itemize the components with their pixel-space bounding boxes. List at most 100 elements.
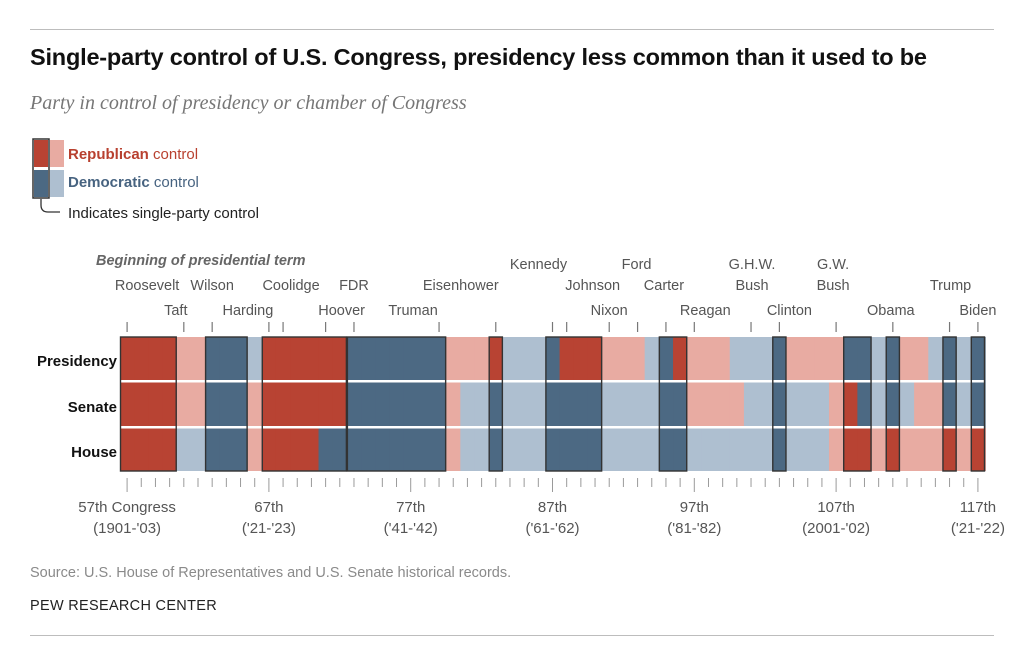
legend-single-party: Indicates single-party control: [68, 205, 259, 222]
cell-house-114: [928, 428, 944, 471]
legend-republican: Republican control: [68, 146, 198, 163]
cell-house-95: [658, 428, 674, 471]
cell-house-97: [687, 428, 702, 471]
cell-senate-99: [715, 382, 731, 428]
single-party-outline-103: [772, 336, 787, 472]
x-tick-sublabel-87: ('61-'62): [525, 520, 579, 537]
cell-senate-93: [630, 382, 646, 428]
cell-presidency-71: [318, 337, 334, 382]
single-party-outline-87: [545, 336, 603, 472]
cell-senate-94: [644, 382, 660, 428]
cell-house-93: [630, 428, 646, 471]
cell-presidency-107: [829, 337, 844, 382]
cell-house-76: [389, 428, 405, 471]
cell-senate-102: [758, 382, 773, 428]
cell-senate-115: [942, 382, 958, 428]
president-label-line: Bush: [735, 278, 768, 294]
legend-swatch-dem-light: [50, 170, 64, 197]
president-label-eisenhower: Eisenhower: [423, 278, 499, 294]
presidential-term-heading: Beginning of presidential term: [96, 253, 306, 269]
row-divider: [120, 426, 985, 429]
cell-house-80: [446, 428, 461, 471]
cell-house-61: [176, 428, 192, 471]
president-label-taft: Taft: [164, 303, 187, 319]
cell-senate-79: [431, 382, 447, 428]
cell-senate-116: [956, 382, 972, 428]
cell-senate-96: [673, 382, 688, 428]
cell-presidency-102: [758, 337, 773, 382]
cell-presidency-116: [956, 337, 972, 382]
chart-title: Single-party control of U.S. Congress, p…: [30, 44, 927, 70]
x-tick-label-67: 67th: [254, 499, 283, 516]
cell-senate-87: [545, 382, 561, 428]
president-label-kennedy: Kennedy: [510, 257, 568, 273]
cell-senate-63: [205, 382, 220, 428]
cell-senate-74: [361, 382, 376, 428]
cell-senate-77: [403, 382, 419, 428]
cell-house-74: [361, 428, 376, 471]
cell-house-116: [956, 428, 972, 471]
cell-presidency-95: [658, 337, 674, 382]
cell-house-110: [871, 428, 887, 471]
x-tick-label-107: 107th: [817, 499, 855, 516]
cell-senate-76: [389, 382, 405, 428]
cell-senate-68: [275, 382, 291, 428]
cell-house-102: [758, 428, 773, 471]
legend-outline-sample: [32, 138, 50, 199]
president-label-obama: Obama: [867, 303, 915, 319]
brand-name: PEW RESEARCH CENTER: [30, 598, 217, 614]
legend-republican-bold: Republican: [68, 146, 149, 163]
cell-senate-85: [517, 382, 532, 428]
cell-house-83: [488, 428, 504, 471]
cell-presidency-90: [587, 337, 603, 382]
cell-senate-72: [332, 382, 348, 428]
cell-senate-69: [290, 382, 305, 428]
cell-senate-81: [460, 382, 476, 428]
cell-presidency-77: [403, 337, 419, 382]
cell-presidency-101: [743, 337, 759, 382]
cell-presidency-94: [644, 337, 660, 382]
cell-house-107: [829, 428, 844, 471]
x-tick-label-57: 57th Congress: [78, 499, 176, 516]
cell-presidency-113: [914, 337, 929, 382]
x-tick-sublabel-67: ('21-'23): [242, 520, 296, 537]
cell-presidency-64: [219, 337, 235, 382]
legend-democratic-bold: Democratic: [68, 174, 150, 191]
cell-presidency-68: [275, 337, 291, 382]
cell-senate-82: [474, 382, 490, 428]
cell-house-113: [914, 428, 929, 471]
cell-senate-65: [233, 382, 249, 428]
single-party-outline-108: [842, 336, 872, 472]
cell-house-101: [743, 428, 759, 471]
cell-presidency-70: [304, 337, 320, 382]
single-party-outline-117: [970, 336, 986, 472]
cell-presidency-85: [517, 337, 532, 382]
cell-presidency-74: [361, 337, 376, 382]
cell-presidency-100: [729, 337, 745, 382]
cell-house-66: [247, 428, 263, 471]
cell-presidency-59: [148, 337, 164, 382]
president-label-g-h-w-bush: G.H.W. Bush: [729, 257, 776, 294]
cell-presidency-91: [602, 337, 617, 382]
cell-senate-97: [687, 382, 702, 428]
x-tick-sublabel-107: (2001-'02): [802, 520, 870, 537]
x-tick-sublabel-77: ('41-'42): [384, 520, 438, 537]
cell-presidency-82: [474, 337, 490, 382]
cell-presidency-84: [502, 337, 518, 382]
cell-presidency-63: [205, 337, 220, 382]
x-tick-sublabel-57: (1901-'03): [93, 520, 161, 537]
cell-presidency-75: [375, 337, 391, 382]
president-label-truman: Truman: [388, 303, 437, 319]
cell-house-96: [673, 428, 688, 471]
cell-senate-114: [928, 382, 944, 428]
cell-house-60: [162, 428, 178, 471]
cell-senate-112: [899, 382, 915, 428]
cell-presidency-67: [261, 337, 277, 382]
cell-presidency-99: [715, 337, 731, 382]
cell-house-104: [786, 428, 802, 471]
cell-house-58: [134, 428, 149, 471]
president-label-line: Bush: [817, 278, 850, 294]
cell-presidency-69: [290, 337, 305, 382]
cell-presidency-76: [389, 337, 405, 382]
